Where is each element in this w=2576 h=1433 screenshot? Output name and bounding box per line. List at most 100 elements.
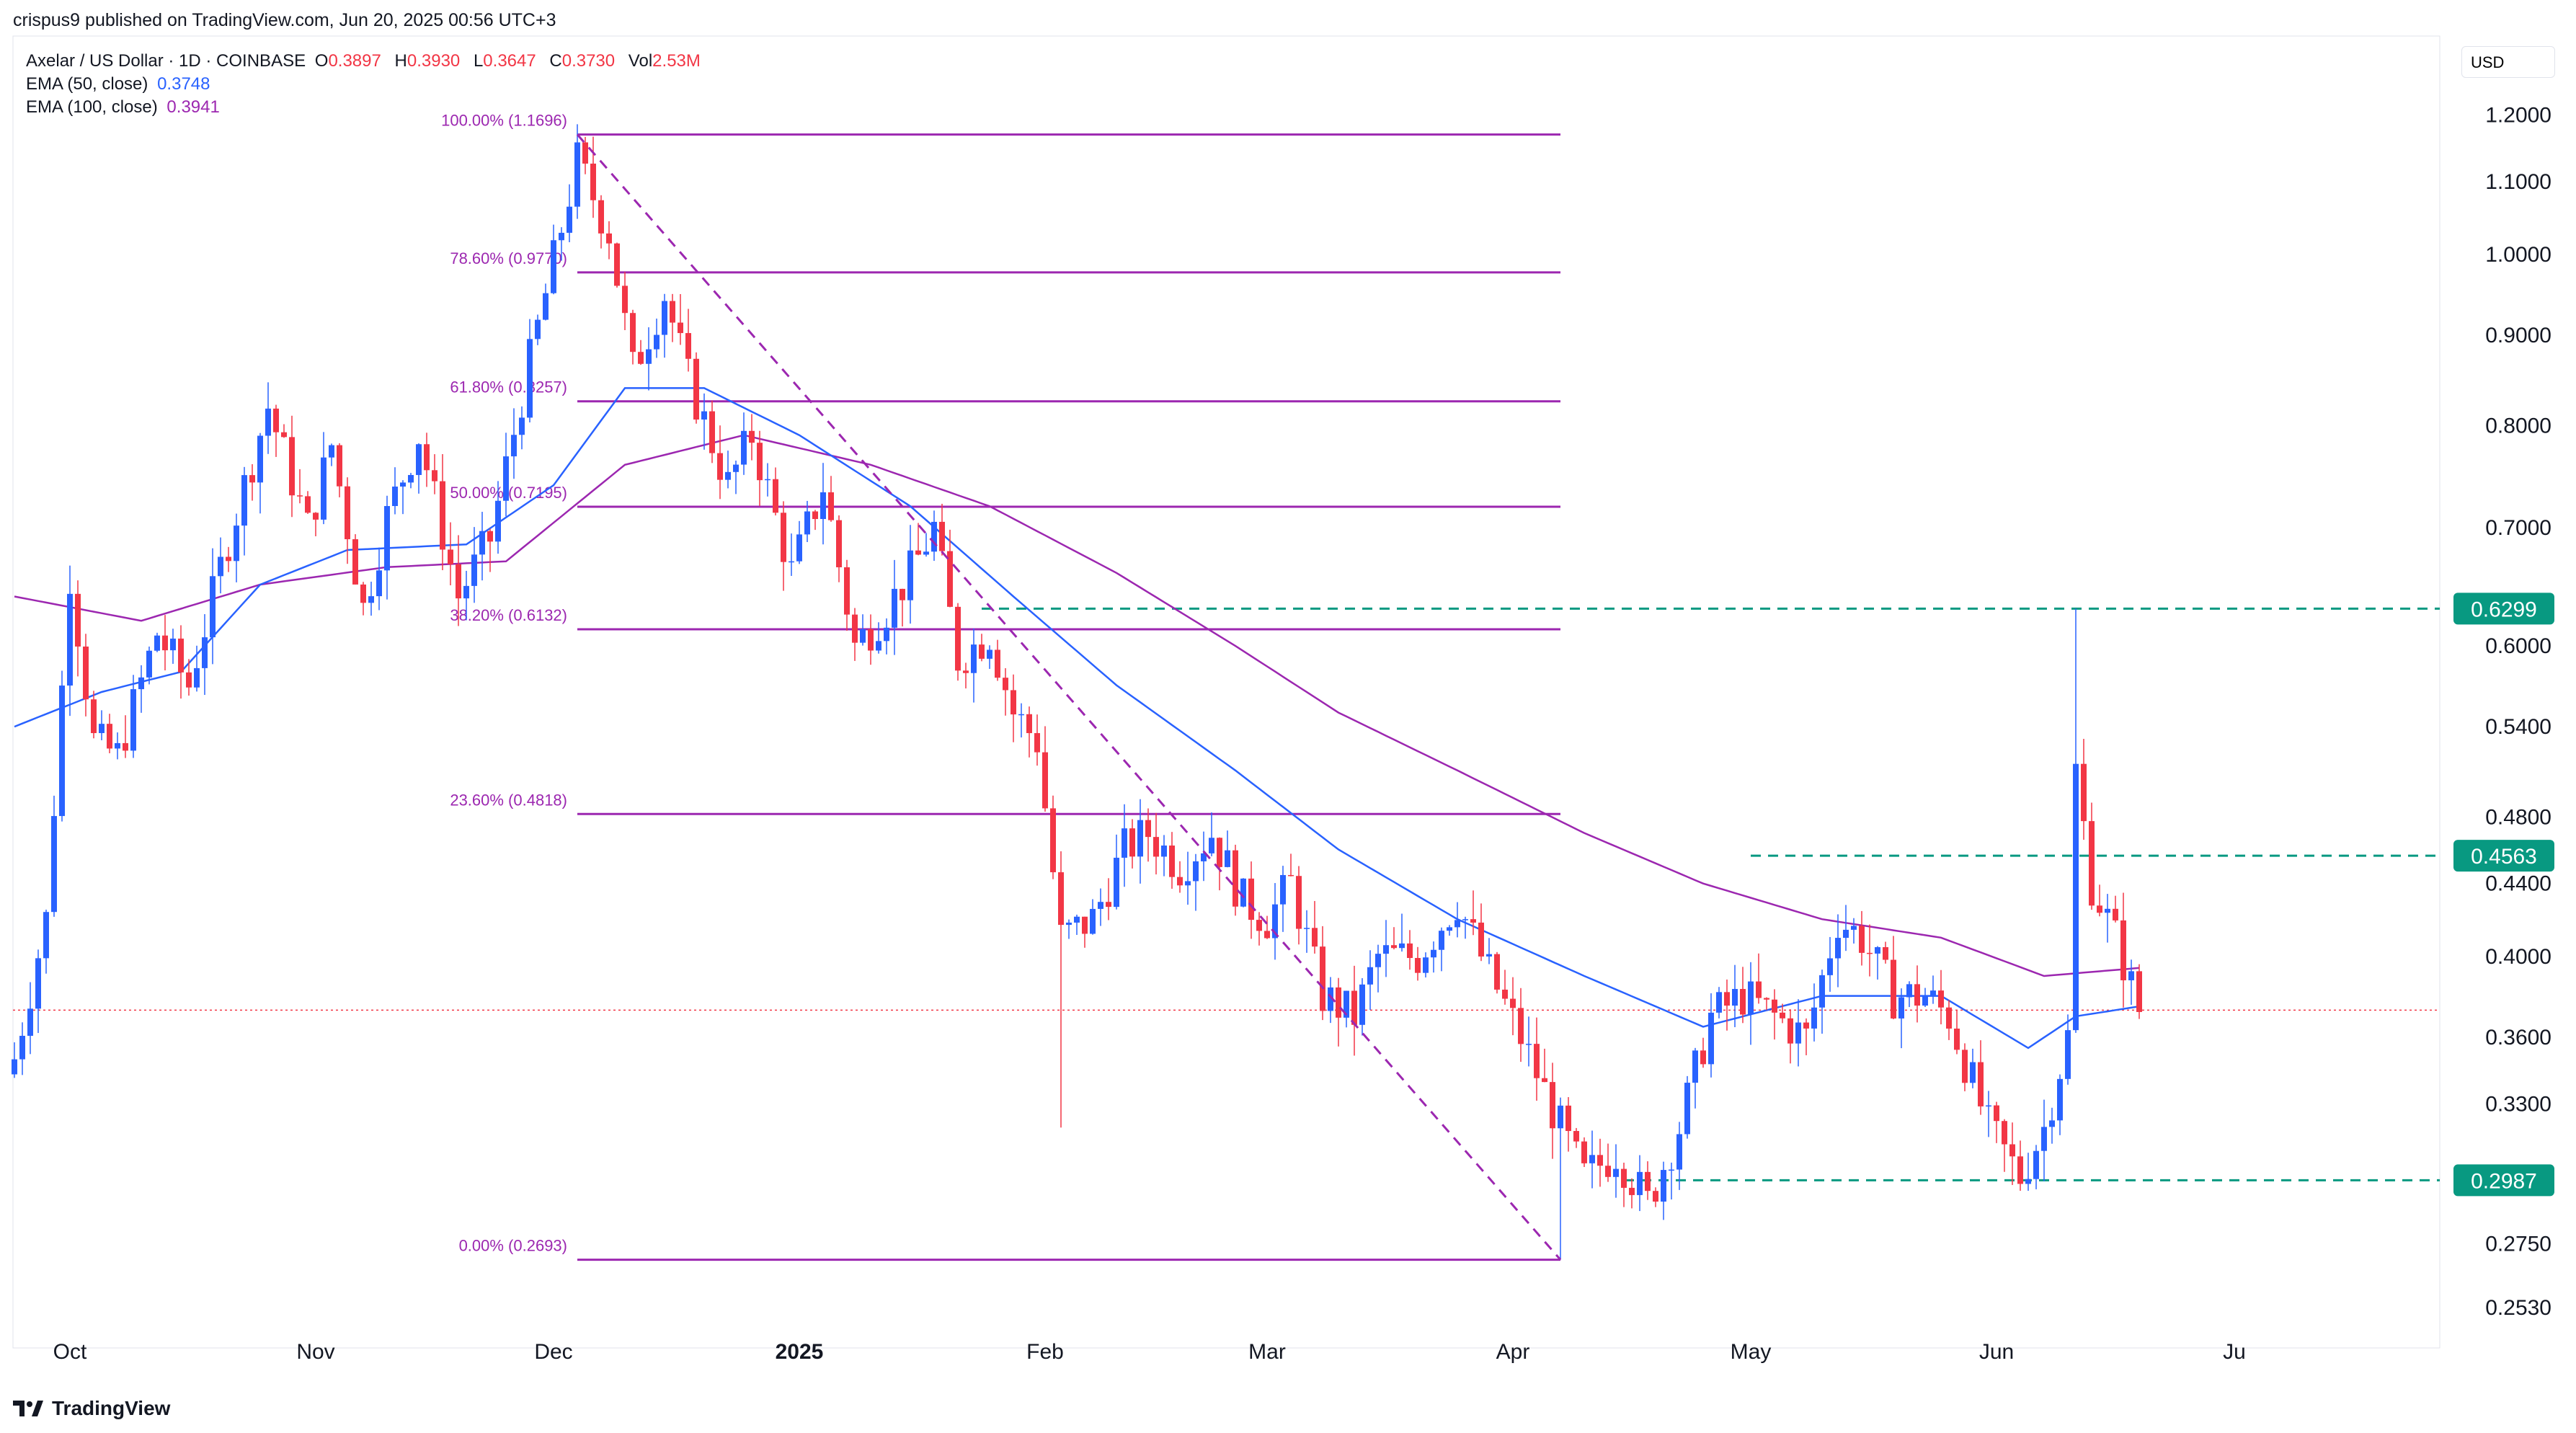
tradingview-logo-icon	[13, 1401, 43, 1416]
volume-value: 2.53M	[652, 51, 701, 71]
candle-body	[1225, 850, 1230, 867]
candle-body	[1359, 984, 1365, 1025]
candle-body	[804, 511, 810, 535]
horizontal-levels[interactable]: 0.6299 0.4563 0.2987	[13, 593, 2554, 1197]
candle-body	[2081, 763, 2087, 822]
candle-body	[495, 500, 501, 542]
time-tick-label: Mar	[1248, 1340, 1286, 1364]
candle-body	[313, 513, 319, 520]
fib-level-label: 38.20% (0.6132)	[450, 606, 567, 624]
ema50-value: 0.3748	[157, 74, 210, 94]
price-tick-label: 0.7000	[2485, 516, 2551, 540]
time-axis[interactable]: Oct Nov Dec 2025 Feb Mar Apr May Jun Ju	[53, 1340, 2246, 1364]
candle-body	[1827, 958, 1833, 975]
fib-level-label: 100.00% (1.1696)	[441, 112, 567, 130]
candle-body	[1922, 996, 1928, 1006]
time-tick-label: Nov	[296, 1340, 334, 1364]
candle-body	[1034, 733, 1040, 753]
tradingview-logo: TradingView	[13, 1397, 170, 1420]
high-value: 0.3930	[407, 51, 461, 71]
candle-body	[1470, 919, 1476, 923]
candle-body	[551, 240, 556, 293]
candle-body	[1193, 861, 1199, 882]
candle-body	[1042, 752, 1048, 809]
candle-body	[321, 457, 327, 520]
candle-body	[360, 584, 366, 603]
candle-body	[1256, 920, 1262, 931]
candle-body	[2041, 1127, 2047, 1151]
candle-body	[1177, 877, 1183, 886]
candle-body	[154, 635, 160, 651]
candle-body	[1843, 929, 1849, 939]
time-tick-label: May	[1731, 1340, 1772, 1364]
candle-body	[218, 556, 223, 577]
candle-body	[860, 629, 866, 643]
candle-body	[828, 492, 834, 520]
candle-body	[1859, 926, 1865, 953]
candle-body	[305, 496, 311, 513]
candle-body	[1835, 938, 1841, 959]
candle-body	[226, 556, 231, 562]
ema50-legend[interactable]: EMA (50, close) 0.3748	[26, 74, 214, 95]
candle-body	[2025, 1179, 2031, 1184]
price-tick-label: 0.3300	[2485, 1093, 2551, 1117]
candle-body	[170, 638, 176, 651]
trend-line[interactable]	[576, 133, 1562, 1261]
candle-body	[352, 539, 358, 585]
fib-trend-line	[576, 133, 1562, 1261]
candle-body	[1700, 1050, 1706, 1065]
candle-body	[1787, 1018, 1793, 1044]
candle-body	[273, 408, 279, 432]
candle-body	[2120, 920, 2126, 980]
fibonacci-retracement[interactable]: 100.00% (1.1696) 78.60% (0.9770) 61.80% (0…	[441, 112, 1560, 1261]
candle-body	[670, 301, 675, 323]
currency-button[interactable]: USD	[2461, 46, 2555, 78]
candle-body	[432, 470, 438, 482]
price-tick-label: 0.3600	[2485, 1026, 2551, 1050]
candlestick-series	[12, 124, 2142, 1260]
price-tick-label: 0.4000	[2485, 945, 2551, 969]
candle-body	[685, 333, 691, 359]
candle-body	[1312, 928, 1318, 947]
candle-body	[2057, 1078, 2063, 1121]
candle-body	[1526, 1044, 1532, 1045]
candle-body	[765, 479, 770, 481]
candle-body	[1391, 945, 1397, 949]
fib-level-label: 23.60% (0.4818)	[450, 791, 567, 809]
candle-body	[789, 561, 794, 563]
price-axis[interactable]: 1.2000 1.1000 1.0000 0.9000 0.8000 0.7000 0.60…	[2485, 103, 2551, 1320]
candle-body	[162, 635, 168, 651]
candle-body	[678, 322, 683, 334]
candle-body	[1605, 1166, 1611, 1177]
candle-body	[781, 513, 786, 562]
ema100-legend[interactable]: EMA (100, close) 0.3941	[26, 97, 224, 118]
candle-body	[1383, 945, 1389, 954]
candle-body	[1240, 878, 1246, 907]
candle-body	[1795, 1022, 1801, 1044]
candle-body	[1399, 943, 1405, 949]
candle-body	[1708, 1012, 1714, 1065]
candle-body	[868, 629, 874, 651]
candle-body	[1011, 690, 1016, 715]
candle-body	[1050, 808, 1056, 873]
candle-body	[1962, 1050, 1968, 1083]
volume-label: Vol	[628, 51, 653, 71]
candle-body	[844, 567, 850, 615]
candle-body	[939, 521, 945, 551]
candle-body	[345, 486, 350, 540]
candle-body	[1811, 1007, 1817, 1029]
candle-body	[471, 554, 477, 586]
candle-body	[1914, 984, 1920, 1006]
symbol-legend: Axelar / US Dollar · 1D · COINBASE O0.38…	[26, 50, 709, 72]
candle-body	[2065, 1030, 2071, 1079]
candle-body	[1819, 975, 1825, 1008]
candle-body	[329, 445, 334, 458]
candle-body	[1573, 1131, 1579, 1142]
candle-body	[1645, 1171, 1651, 1192]
time-tick-label: 2025	[776, 1340, 824, 1364]
candle-body	[1272, 904, 1278, 939]
candle-body	[1684, 1083, 1690, 1135]
candle-body	[1994, 1105, 1999, 1122]
candle-body	[574, 142, 580, 207]
